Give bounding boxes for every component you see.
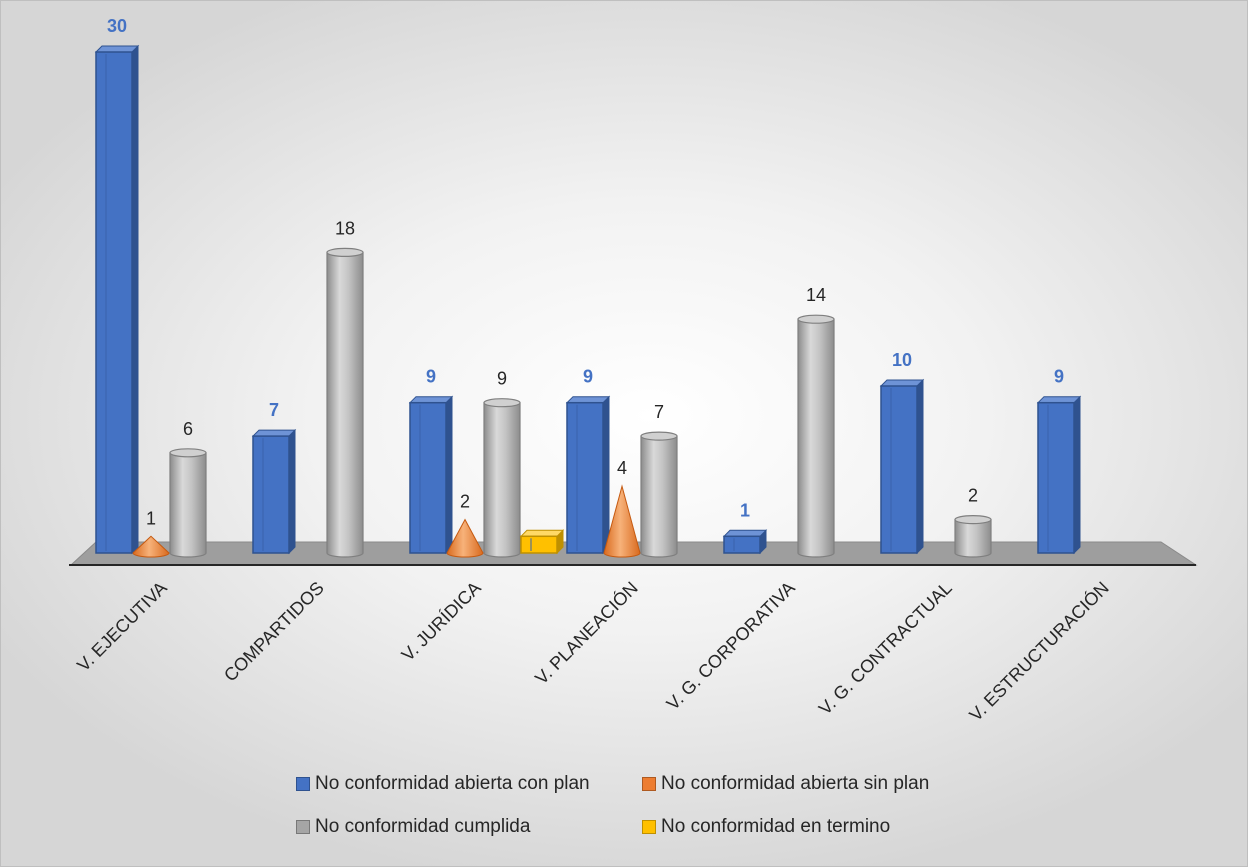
- bar-2-1: [132, 535, 170, 558]
- data-label-1-6: 10: [892, 350, 912, 370]
- data-label-2-1: 1: [146, 508, 156, 528]
- bar-3-5-top: [797, 314, 835, 324]
- bar-1-2-top: [251, 429, 297, 437]
- data-label-3-3: 9: [497, 369, 507, 389]
- bar-1-3-side: [445, 395, 453, 555]
- bar-3-1-top: [169, 448, 207, 458]
- bar-1-3: [409, 401, 447, 554]
- data-label-1-5: 1: [740, 500, 750, 520]
- bar-1-4-side: [602, 395, 610, 555]
- legend-label-3: No conformidad cumplida: [315, 816, 531, 837]
- category-label-5: V. G. CORPORATIVA: [663, 578, 799, 714]
- legend-swatch-2: [642, 777, 656, 791]
- data-label-1-4: 9: [583, 367, 593, 387]
- bar-1-5-top: [722, 529, 768, 537]
- bar-1-1: [95, 51, 133, 554]
- legend-item-3: No conformidad cumplida: [296, 816, 530, 838]
- data-label-2-3: 2: [460, 492, 470, 512]
- data-label-1-3: 9: [426, 367, 436, 387]
- data-label-3-5: 14: [806, 285, 826, 305]
- bar-1-6-side: [916, 378, 924, 555]
- category-label-6: V. G. CONTRACTUAL: [815, 578, 956, 719]
- bar-3-2-top: [326, 247, 364, 257]
- bar-1-1-side: [131, 44, 139, 555]
- data-label-1-2: 7: [269, 400, 279, 420]
- bar-1-2-side: [288, 428, 296, 555]
- data-label-3-2: 18: [335, 218, 355, 238]
- bar-3-6: [954, 519, 992, 558]
- bar-1-6: [880, 385, 918, 554]
- legend-label-4: No conformidad en termino: [661, 816, 891, 837]
- bar-3-4-top: [640, 431, 678, 441]
- bar-3-5: [797, 318, 835, 558]
- category-label-4: V. PLANEACIÓN: [531, 577, 642, 688]
- category-label-7: V. ESTRUCTURACIÓN: [965, 577, 1113, 725]
- legend-swatch-3: [296, 820, 310, 834]
- data-label-3-1: 6: [183, 419, 193, 439]
- data-label-3-4: 7: [654, 402, 664, 422]
- category-label-1: V. EJECUTIVA: [73, 578, 171, 676]
- bar-1-4-top: [565, 396, 611, 404]
- bar-1-7-side: [1073, 395, 1081, 555]
- bar-1-7-top: [1036, 396, 1082, 404]
- bar-1-5: [723, 535, 761, 554]
- bar-1-1-top: [94, 45, 140, 53]
- bar-1-2: [252, 435, 290, 554]
- bar-1-7: [1037, 401, 1075, 554]
- data-label-2-4: 4: [617, 458, 627, 478]
- legend-label-2: No conformidad abierta sin plan: [661, 773, 930, 794]
- bar-2-3: [446, 518, 484, 558]
- data-label-1-1: 30: [107, 16, 127, 36]
- bar-2-4: [603, 484, 641, 558]
- legend-swatch-1: [296, 777, 310, 791]
- bar-3-1: [169, 452, 207, 558]
- legend-item-1: No conformidad abierta con plan: [296, 773, 590, 795]
- data-label-3-6: 2: [968, 486, 978, 506]
- bar-1-3-top: [408, 396, 454, 404]
- bar-4-3-top: [519, 529, 565, 537]
- legend-label-1: No conformidad abierta con plan: [315, 773, 590, 794]
- legend-item-2: No conformidad abierta sin plan: [642, 773, 929, 795]
- bar-1-4: [566, 401, 604, 554]
- category-label-3: V. JURÍDICA: [398, 578, 485, 665]
- category-label-2: COMPARTIDOS: [220, 578, 328, 686]
- bar-4-3: [520, 535, 558, 554]
- data-label-1-7: 9: [1054, 367, 1064, 387]
- bar-3-3: [483, 402, 521, 558]
- bar-1-6-top: [879, 379, 925, 387]
- bar-3-2: [326, 251, 364, 558]
- bar-3-3-top: [483, 398, 521, 408]
- bar-3-6-top: [954, 514, 992, 525]
- bar-3-4: [640, 435, 678, 558]
- legend-item-4: No conformidad en termino: [642, 816, 890, 838]
- legend-swatch-4: [642, 820, 656, 834]
